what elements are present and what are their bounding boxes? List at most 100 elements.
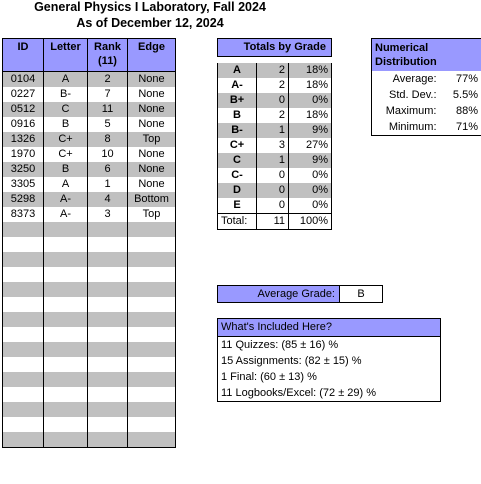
cell-rank: 4 [87,192,128,207]
cell-edge: None [127,147,176,162]
cell-rank: 3 [87,207,128,222]
cell-letter: A [43,71,88,87]
cell-id: 0104 [2,71,44,87]
cell-edge: Top [127,207,176,222]
empty-cell [87,432,128,448]
distribution-value: 77% [455,73,478,85]
empty-cell [127,237,176,252]
total-label: Total: [217,213,257,230]
cell-rank: 5 [87,117,128,132]
cell-letter: C [43,102,88,117]
distribution-value: 88% [455,105,478,117]
table-row: 0104 A 2 None [2,71,176,87]
empty-cell [87,342,128,357]
cell-edge: Top [127,132,176,147]
grade-count: 2 [256,78,289,93]
grade-row: A 2 18% [217,63,332,78]
page-title: General Physics I Laboratory, Fall 2024 [34,0,266,14]
empty-cell [87,387,128,402]
distribution-label: Minimum: [388,121,437,133]
empty-cell [43,327,88,342]
empty-cell [43,417,88,432]
empty-cell [87,327,128,342]
cell-edge: Bottom [127,192,176,207]
grade-percent: 18% [288,63,332,78]
cell-id: 1970 [2,147,44,162]
cell-letter: C+ [43,147,88,162]
table-row: 3250 B 6 None [2,162,176,177]
cell-rank: 6 [87,162,128,177]
empty-cell [87,402,128,417]
empty-cell [127,297,176,312]
grade-percent: 9% [288,153,332,168]
grade-percent: 18% [288,108,332,123]
grade-label: A- [217,78,257,93]
empty-row [2,252,176,267]
grade-percent: 0% [288,183,332,198]
grade-row: C+ 3 27% [217,138,332,153]
distribution-label: Maximum: [385,105,437,117]
empty-cell [2,342,44,357]
empty-cell [127,282,176,297]
empty-cell [87,252,128,267]
empty-cell [2,327,44,342]
table-row: 5298 A- 4 Bottom [2,192,176,207]
table-row: 1326 C+ 8 Top [2,132,176,147]
cell-id: 3305 [2,177,44,192]
grade-label: D [217,183,257,198]
grade-label: C [217,153,257,168]
empty-cell [2,222,44,237]
empty-cell [87,372,128,387]
empty-row [2,282,176,297]
empty-cell [127,222,176,237]
distribution-value: 5.5% [452,89,478,101]
empty-cell [2,372,44,387]
grade-percent: 0% [288,168,332,183]
grade-count: 0 [256,198,289,214]
empty-cell [127,387,176,402]
average-grade-value: B [339,285,383,303]
table-row: 1970 C+ 10 None [2,147,176,162]
grade-row: B- 1 9% [217,123,332,138]
empty-cell [2,267,44,282]
grade-label: C+ [217,138,257,153]
grade-count: 0 [256,183,289,198]
empty-cell [87,357,128,372]
totals-title: Totals by Grade [217,38,332,57]
empty-cell [87,267,128,282]
table-row: 3305 A 1 None [2,177,176,192]
grade-row: B 2 18% [217,108,332,123]
empty-cell [127,327,176,342]
grade-count: 3 [256,138,289,153]
empty-row [2,312,176,327]
table-row: 8373 A- 3 Top [2,207,176,222]
empty-cell [127,432,176,448]
cell-edge: None [127,87,176,102]
cell-rank: 10 [87,147,128,162]
empty-row [2,432,176,448]
cell-letter: B [43,117,88,132]
cell-rank: 1 [87,177,128,192]
empty-cell [2,282,44,297]
cell-rank: 8 [87,132,128,147]
empty-cell [43,297,88,312]
grade-row: E 0 0% [217,198,332,214]
grade-label: B [217,108,257,123]
grade-row: C- 0 0% [217,168,332,183]
distribution-row: Average: 77% [372,71,481,87]
cell-id: 5298 [2,192,44,207]
grade-count: 2 [256,108,289,123]
cell-edge: None [127,71,176,87]
empty-row [2,342,176,357]
empty-row [2,267,176,282]
grade-label: A [217,63,257,78]
grade-label: C- [217,168,257,183]
table-row: 0512 C 11 None [2,102,176,117]
page-subtitle: As of December 12, 2024 [76,16,224,30]
empty-row [2,417,176,432]
grade-percent: 0% [288,198,332,214]
cell-edge: None [127,117,176,132]
empty-cell [127,312,176,327]
empty-cell [43,357,88,372]
cell-id: 1326 [2,132,44,147]
